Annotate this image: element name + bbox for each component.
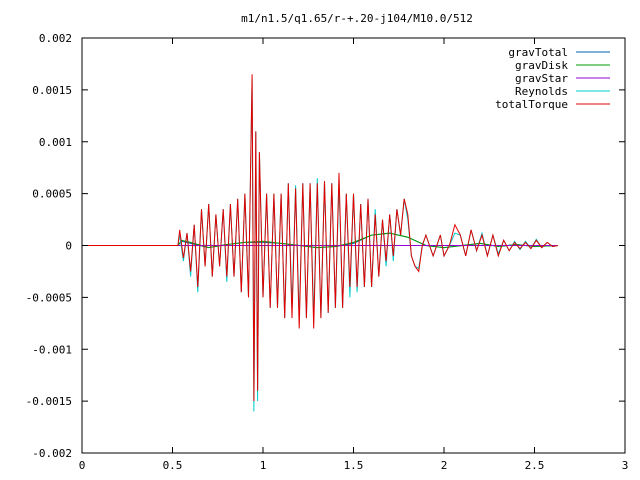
legend-label: gravDisk: [515, 59, 568, 72]
x-tick-label: 0.5: [163, 459, 183, 472]
y-tick-label: 0: [65, 240, 72, 253]
y-tick-label: 0.0005: [32, 188, 72, 201]
chart-title: m1/n1.5/q1.65/r-+.20-j104/M10.0/512: [241, 12, 473, 25]
series-lines: [82, 74, 559, 412]
y-tick-label: -0.0005: [26, 291, 72, 304]
y-tick-label: 0.001: [39, 136, 72, 149]
y-tick-label: -0.0015: [26, 395, 72, 408]
legend-label: totalTorque: [495, 98, 568, 111]
x-tick-label: 2.5: [525, 459, 545, 472]
y-tick-label: 0.0015: [32, 84, 72, 97]
x-tick-label: 0: [79, 459, 86, 472]
x-tick-label: 3: [622, 459, 629, 472]
legend: gravTotalgravDiskgravStarReynoldstotalTo…: [495, 46, 610, 111]
y-tick-label: -0.002: [32, 447, 72, 460]
x-tick-label: 1: [260, 459, 267, 472]
legend-label: gravStar: [515, 72, 568, 85]
y-tick-label: -0.001: [32, 343, 72, 356]
x-tick-label: 2: [441, 459, 448, 472]
series-line-totalTorque: [82, 74, 559, 402]
legend-label: Reynolds: [515, 85, 568, 98]
x-tick-label: 1.5: [344, 459, 364, 472]
legend-label: gravTotal: [508, 46, 568, 59]
y-axis: -0.002 -0.0015 -0.001 -0.0005 0 0.0005 0.001 0.…: [26, 32, 625, 460]
x-axis: 0 0.5 1 1.5 2 2.5 3: [79, 38, 629, 472]
y-tick-label: 0.002: [39, 32, 72, 45]
